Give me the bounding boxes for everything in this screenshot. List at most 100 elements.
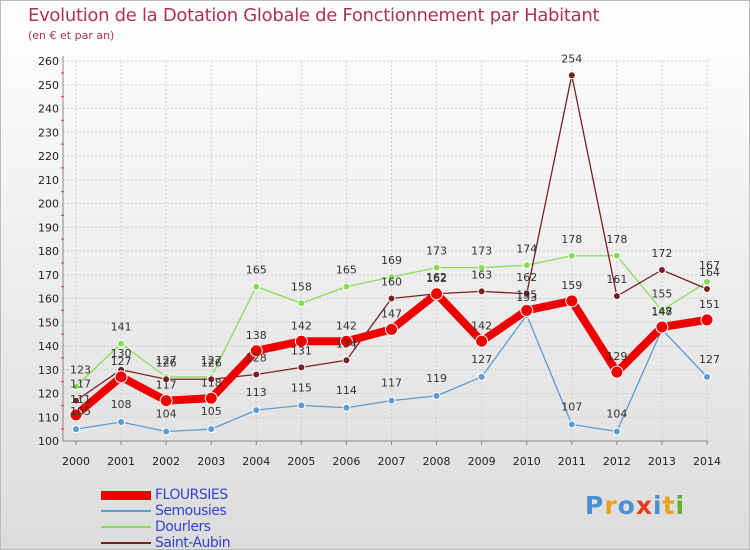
data-label-dourlers: 173 [471,245,492,258]
y-tick-label: 160 [38,293,59,306]
data-label-semousies: 114 [336,384,357,397]
data-point-semousies [297,401,306,410]
data-label-dourlers: 165 [336,264,357,277]
data-point-dourlers [387,273,396,282]
data-label-dourlers: 173 [426,245,447,258]
data-label-dourlers: 155 [651,287,672,300]
data-label-dourlers: 174 [516,242,537,255]
data-point-dourlers [477,263,486,272]
data-point-dourlers [703,277,711,286]
data-label-semousies: 105 [70,405,91,418]
data-label-semousies: 117 [381,377,402,390]
y-tick-label: 200 [38,198,59,211]
data-point-floursies [204,391,218,405]
data-point-saint-aubin [72,396,80,405]
data-point-semousies [342,403,351,412]
data-point-floursies [430,287,444,301]
data-label-saint-aubin: 117 [70,378,91,391]
data-label-semousies: 104 [606,408,627,421]
data-point-saint-aubin [252,370,261,379]
y-tick-label: 100 [38,435,59,448]
data-point-floursies [159,394,173,408]
data-label-dourlers: 127 [201,354,222,367]
data-label-floursies: 151 [699,298,720,311]
x-tick-label: 2011 [558,455,586,468]
data-label-floursies: 159 [561,279,582,292]
data-label-floursies: 155 [516,288,537,301]
data-label-semousies: 105 [201,405,222,418]
proxiti-logo: Proxiti [585,491,686,520]
legend-item-semousies: Semousies [101,503,301,519]
x-tick-label: 2014 [693,455,721,468]
data-point-semousies [567,420,576,429]
data-point-saint-aubin [342,356,351,365]
data-point-dourlers [297,299,306,308]
data-point-semousies [432,391,441,400]
x-tick-label: 2007 [378,455,406,468]
data-point-semousies [207,425,216,434]
x-tick-label: 2005 [287,455,315,468]
data-label-floursies: 127 [111,355,132,368]
legend-item-dourlers: Dourlers [101,519,301,535]
data-label-floursies: 142 [336,319,357,332]
data-label-saint-aubin: 126 [201,356,222,369]
data-point-semousies [703,372,711,381]
data-point-semousies [117,418,126,426]
data-point-semousies [612,427,621,436]
x-tick-label: 2002 [152,455,180,468]
data-label-floursies: 111 [70,393,91,406]
y-tick-label: 230 [38,126,59,139]
chart-subtitle: (en € et par an) [28,29,115,42]
legend-swatch [101,490,151,500]
data-label-saint-aubin: 160 [381,276,402,289]
y-tick-label: 110 [38,411,59,424]
data-label-saint-aubin: 161 [606,273,627,286]
data-label-floursies: 138 [246,329,267,342]
data-point-floursies [520,303,534,317]
data-point-saint-aubin [657,266,666,274]
data-label-dourlers: 169 [381,254,402,267]
legend-item-floursies: FLOURSIES [101,487,301,503]
data-label-dourlers: 167 [699,259,720,272]
data-label-semousies: 107 [561,400,582,413]
data-label-semousies: 113 [246,386,267,399]
legend: FLOURSIES Semousies Dourlers Saint-Aubin [101,487,301,549]
x-tick-label: 2003 [197,455,225,468]
data-label-dourlers: 158 [291,280,312,293]
data-label-saint-aubin: 162 [426,271,447,284]
x-tick-label: 2000 [62,455,90,468]
data-point-floursies [69,408,83,422]
data-label-semousies: 104 [156,408,177,421]
data-point-dourlers [657,306,666,315]
data-point-saint-aubin [162,375,171,384]
data-point-floursies [565,294,579,308]
data-label-dourlers: 127 [156,354,177,367]
legend-label: FLOURSIES [155,487,228,503]
x-tick-label: 2001 [107,455,135,468]
data-label-floursies: 162 [426,272,447,285]
data-label-floursies: 129 [606,350,627,363]
data-point-dourlers [567,251,576,260]
data-point-floursies [655,320,669,334]
y-tick-label: 250 [38,79,59,92]
data-label-saint-aubin: 128 [246,352,267,365]
data-label-semousies: 115 [291,381,312,394]
y-tick-label: 240 [38,103,59,116]
x-tick-label: 2013 [648,455,676,468]
x-tick-label: 2012 [603,455,631,468]
data-point-dourlers [342,282,351,291]
x-tick-label: 2004 [242,455,270,468]
data-label-floursies: 148 [651,305,672,318]
data-point-dourlers [522,261,531,270]
y-tick-label: 210 [38,174,59,187]
data-label-semousies: 108 [111,398,132,411]
data-point-floursies [700,313,714,327]
y-tick-label: 180 [38,245,59,258]
data-point-floursies [385,322,398,336]
data-point-semousies [72,425,80,434]
y-tick-label: 130 [38,364,59,377]
data-label-floursies: 147 [381,307,402,320]
y-tick-label: 120 [38,388,59,401]
